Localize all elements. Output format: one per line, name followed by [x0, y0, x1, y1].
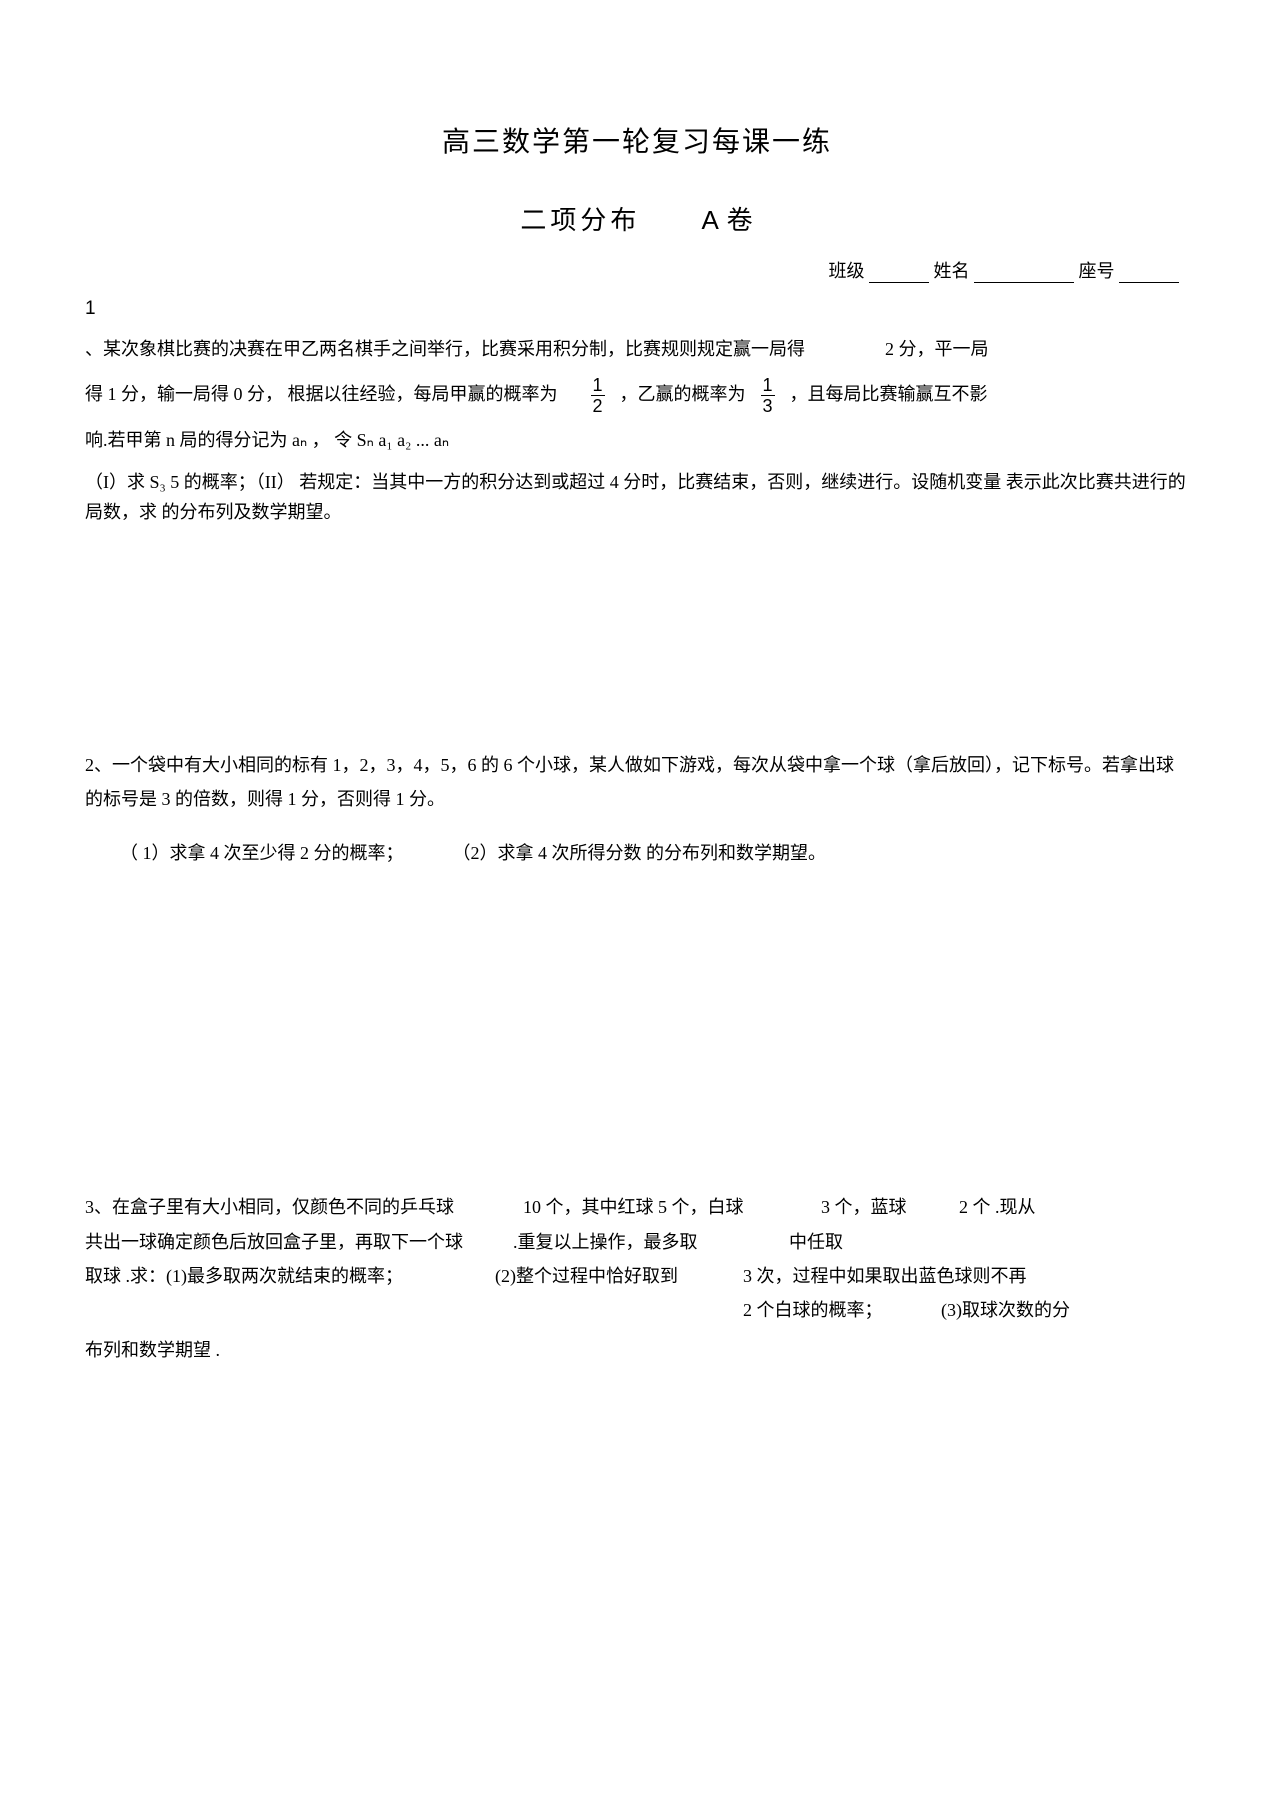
q3-l2a: 共出一球确定颜色后放回盒子里，再取下一个球: [85, 1225, 495, 1259]
q3-l2b: .重复以上操作，最多取: [513, 1225, 748, 1259]
q3-l3a: 取球 .求：(1)最多取两次就结束的概率；: [85, 1259, 455, 1293]
class-blank[interactable]: [869, 263, 929, 283]
q1-line4: （I）求 S₃ 5 的概率；（II） 若规定：当其中一方的积分达到或超过 4 分…: [85, 467, 1189, 528]
q3-content: 3、在盒子里有大小相同，仅颜色不同的乒乓球 10 个，其中红球 5 个，白球 3…: [85, 1190, 1189, 1327]
name-label: 姓名: [934, 261, 970, 281]
class-label: 班级: [829, 261, 865, 281]
frac2-den: 3: [763, 396, 773, 415]
q1-line2a: 得 1 分，输一局得 0 分， 根据以往经验，每局甲赢的概率为: [85, 375, 558, 415]
q3-row1: 3、在盒子里有大小相同，仅颜色不同的乒乓球 10 个，其中红球 5 个，白球 3…: [85, 1190, 1189, 1224]
q1-line2c: ，且每局比赛输赢互不影: [790, 375, 988, 415]
question-1: 1 、某次象棋比赛的决赛在甲乙两名棋手之间举行，比赛采用积分制，比赛规则规定赢一…: [85, 288, 1189, 528]
q3-row2: 共出一球确定颜色后放回盒子里，再取下一个球 .重复以上操作，最多取 中任取: [85, 1225, 1189, 1259]
fraction-1-2: 1 2: [588, 376, 608, 415]
q3-l4a: 2 个白球的概率；: [743, 1293, 913, 1327]
paper-label: A 卷: [701, 205, 753, 235]
header-fields: 班级 姓名 座号: [85, 257, 1189, 283]
q3-l1a: 3、在盒子里有大小相同，仅颜色不同的乒乓球: [85, 1190, 495, 1224]
q3-row3: 取球 .求：(1)最多取两次就结束的概率； (2)整个过程中恰好取到 3 次，过…: [85, 1259, 1189, 1293]
q1-line2b: ，乙赢的概率为: [620, 375, 746, 415]
q3-l3c: 3 次，过程中如果取出蓝色球则不再: [743, 1259, 1027, 1293]
q3-l1d: 2 个 .现从: [959, 1190, 1036, 1224]
frac2-num: 1: [761, 376, 775, 396]
frac1-num: 1: [591, 376, 605, 396]
q3-l2c: 中任取: [766, 1225, 866, 1259]
fraction-1-3: 1 3: [758, 376, 778, 415]
q3-row4: 2 个白球的概率； (3)取球次数的分: [85, 1293, 1189, 1327]
main-title: 高三数学第一轮复习每课一练: [85, 120, 1189, 160]
q3-l1b: 10 个，其中红球 5 个，白球: [523, 1190, 793, 1224]
seat-blank[interactable]: [1119, 263, 1179, 283]
q3-tail: 布列和数学期望 .: [85, 1333, 1189, 1367]
seat-label: 座号: [1079, 261, 1115, 281]
q2-main: 2、一个袋中有大小相同的标有 1，2，3，4，5，6 的 6 个小球，某人做如下…: [85, 748, 1189, 816]
q1-line3: 响.若甲第 n 局的得分记为 aₙ ， 令 Sₙ a₁ a₂ ... aₙ: [85, 421, 1189, 461]
name-blank[interactable]: [974, 263, 1074, 283]
question-2: 2、一个袋中有大小相同的标有 1，2，3，4，5，6 的 6 个小球，某人做如下…: [85, 748, 1189, 871]
q1-line2: 得 1 分，输一局得 0 分， 根据以往经验，每局甲赢的概率为 1 2 ，乙赢的…: [85, 375, 1189, 415]
q3-l3b: (2)整个过程中恰好取到: [495, 1259, 715, 1293]
question-3: 3、在盒子里有大小相同，仅颜色不同的乒乓球 10 个，其中红球 5 个，白球 3…: [85, 1190, 1189, 1367]
q3-l4b: (3)取球次数的分: [941, 1293, 1070, 1327]
q2-sub2: （2）求拿 4 次所得分数 的分布列和数学期望。: [453, 836, 827, 870]
q2-sub1: （ 1）求拿 4 次至少得 2 分的概率；: [120, 836, 404, 870]
q1-line1: 、某次象棋比赛的决赛在甲乙两名棋手之间举行，比赛采用积分制，比赛规则规定赢一局得…: [85, 330, 1189, 370]
frac1-den: 2: [593, 396, 603, 415]
q1-line1-score: 2 分，平一局: [885, 330, 989, 370]
q3-l1c: 3 个，蓝球: [821, 1190, 931, 1224]
sub-title: 二项分布 A 卷: [85, 200, 1189, 237]
q1-line1a: 、某次象棋比赛的决赛在甲乙两名棋手之间举行，比赛采用积分制，比赛规则规定赢一局得: [85, 330, 805, 370]
q2-subparts: （ 1）求拿 4 次至少得 2 分的概率； （2）求拿 4 次所得分数 的分布列…: [85, 836, 1189, 870]
q1-number: 1: [85, 288, 1189, 330]
sub-title-text: 二项分布: [520, 206, 640, 235]
q1-line3-text: 响.若甲第 n 局的得分记为 aₙ ， 令 Sₙ a₁ a₂ ... aₙ: [85, 421, 449, 461]
